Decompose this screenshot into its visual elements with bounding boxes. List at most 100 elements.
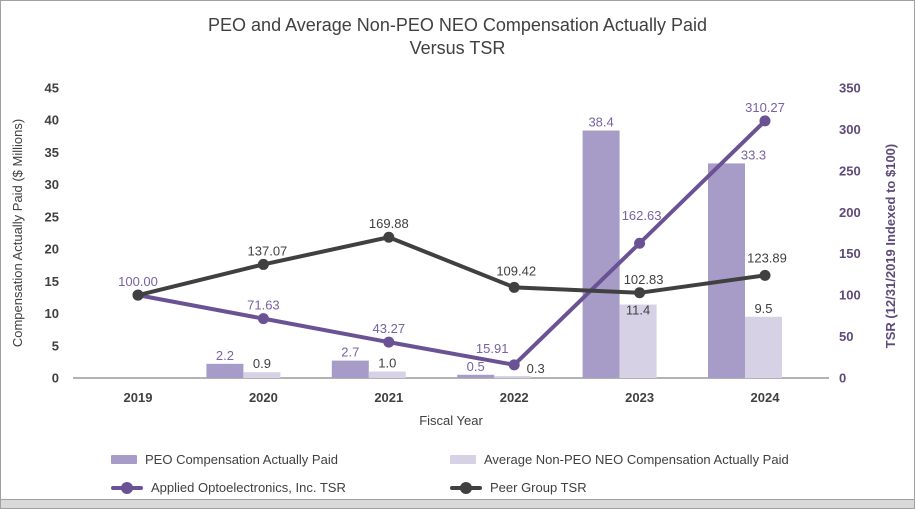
- bar-value-label: 1.0: [378, 356, 396, 371]
- svg-text:2021: 2021: [374, 390, 403, 405]
- data-point-marker: [634, 237, 646, 249]
- legend-item-peer-tsr: Peer Group TSR: [450, 480, 587, 495]
- line-value-labels: 137.07 169.88 109.42 102.83 123.89: [248, 216, 787, 287]
- bar-value-label: 33.3: [741, 147, 766, 162]
- line-value-label: 71.63: [247, 298, 280, 313]
- data-point-marker: [634, 287, 646, 299]
- data-point-marker: [508, 359, 520, 371]
- left-axis-tick-labels: 0 5 10 15 20 25 30 35 40 45: [45, 81, 59, 386]
- bar: [457, 374, 495, 378]
- bar-value-label: 0.9: [253, 356, 271, 371]
- bar: [708, 163, 745, 378]
- line-series-peer-tsr: [132, 231, 771, 301]
- line-value-label: 169.88: [369, 216, 409, 231]
- line-value-label: 137.07: [248, 243, 288, 258]
- line-value-label: 109.42: [496, 263, 536, 278]
- bar: [494, 376, 532, 378]
- bar-value-label: 2.2: [216, 348, 234, 363]
- svg-text:45: 45: [45, 81, 59, 96]
- aoi-tsr-line-swatch: [111, 481, 143, 494]
- bar: [619, 304, 657, 378]
- svg-text:35: 35: [45, 145, 59, 160]
- legend-item-nonpeo-compensation: Average Non-PEO NEO Compensation Actuall…: [450, 452, 789, 467]
- legend-label-nonpeo: Average Non-PEO NEO Compensation Actuall…: [484, 452, 789, 467]
- bar-value-label: 0.5: [467, 359, 485, 374]
- tsr-line: [136, 118, 767, 367]
- right-axis-tick-labels: 0 50 100 150 200 250 300 350: [839, 81, 861, 386]
- line-value-label: 162.63: [622, 208, 662, 223]
- data-point-marker: [383, 231, 395, 243]
- svg-text:50: 50: [839, 329, 853, 344]
- legend-item-aoi-tsr: Applied Optoelectronics, Inc. TSR: [111, 480, 346, 495]
- svg-text:30: 30: [45, 177, 59, 192]
- x-axis-category-labels: 2019 2020 2021 2022 2023 2024: [124, 390, 781, 405]
- bar-value-label: 2.7: [341, 345, 359, 360]
- data-point-marker: [759, 269, 771, 281]
- bar-value-labels: 0.9 1.0 0.3 11.4 9.5: [253, 301, 773, 376]
- svg-text:150: 150: [839, 246, 861, 261]
- tsr-line: [136, 235, 767, 298]
- line-value-label: 310.27: [745, 100, 785, 115]
- bar-value-labels: 2.2 2.7 0.5 38.4 33.3: [216, 115, 766, 374]
- svg-text:25: 25: [45, 209, 59, 224]
- svg-text:100: 100: [839, 288, 861, 303]
- data-point-marker: [132, 289, 144, 301]
- bar-series-peo: [206, 130, 745, 378]
- bar: [243, 372, 281, 378]
- bar: [745, 316, 782, 378]
- line-value-labels: 100.00 71.63 43.27 15.91 162.63 310.27: [118, 100, 785, 356]
- bar-value-label: 9.5: [754, 301, 772, 316]
- svg-text:5: 5: [52, 338, 59, 353]
- left-axis-title: Compensation Actually Paid ($ Millions): [10, 119, 25, 347]
- peo-bar-swatch: [111, 455, 137, 464]
- svg-text:250: 250: [839, 163, 861, 178]
- legend-label-peer-tsr: Peer Group TSR: [490, 480, 587, 495]
- legend-item-peo-compensation: PEO Compensation Actually Paid: [111, 452, 338, 467]
- line-series-aoi-tsr: [132, 115, 771, 371]
- svg-text:40: 40: [45, 113, 59, 128]
- line-value-label: 100.00: [118, 274, 158, 289]
- bar: [582, 130, 620, 378]
- data-point-marker: [508, 281, 520, 293]
- line-value-label: 102.83: [624, 272, 664, 287]
- chart-title: PEO and Average Non-PEO NEO Compensation…: [1, 14, 914, 60]
- chart-title-line-2: Versus TSR: [409, 38, 506, 58]
- line-value-label: 43.27: [373, 321, 406, 336]
- line-value-label: 15.91: [476, 341, 509, 356]
- bottom-scrollbar-strip[interactable]: [1, 499, 914, 508]
- bar-value-label: 11.4: [626, 303, 650, 318]
- x-axis-title: Fiscal Year: [419, 413, 483, 428]
- svg-text:2022: 2022: [500, 390, 529, 405]
- svg-text:2024: 2024: [751, 390, 781, 405]
- svg-text:10: 10: [45, 306, 59, 321]
- svg-text:0: 0: [839, 371, 846, 386]
- data-point-marker: [257, 258, 269, 270]
- svg-text:200: 200: [839, 205, 861, 220]
- svg-text:0: 0: [52, 371, 59, 386]
- nonpeo-bar-swatch: [450, 455, 476, 464]
- line-value-label: 123.89: [747, 250, 787, 265]
- svg-text:2019: 2019: [124, 390, 153, 405]
- legend-label-aoi-tsr: Applied Optoelectronics, Inc. TSR: [151, 480, 346, 495]
- legend-label-peo: PEO Compensation Actually Paid: [145, 452, 338, 467]
- bar: [368, 371, 406, 378]
- svg-text:20: 20: [45, 242, 59, 257]
- data-point-marker: [383, 336, 395, 348]
- svg-text:2020: 2020: [249, 390, 278, 405]
- svg-text:350: 350: [839, 81, 861, 96]
- svg-text:2023: 2023: [625, 390, 654, 405]
- peer-tsr-line-swatch: [450, 481, 482, 494]
- svg-text:15: 15: [45, 274, 59, 289]
- bar: [331, 360, 369, 378]
- data-point-marker: [257, 313, 269, 325]
- data-point-marker: [759, 115, 771, 127]
- right-axis-title: TSR (12/31/2019 Indexed to $100): [883, 144, 898, 348]
- bar-series-nonpeo: [243, 304, 782, 378]
- chart-title-line-1: PEO and Average Non-PEO NEO Compensation…: [208, 15, 707, 35]
- bar-value-label: 38.4: [588, 115, 613, 130]
- bar: [206, 363, 244, 378]
- svg-text:300: 300: [839, 122, 861, 137]
- bar-value-label: 0.3: [527, 361, 545, 376]
